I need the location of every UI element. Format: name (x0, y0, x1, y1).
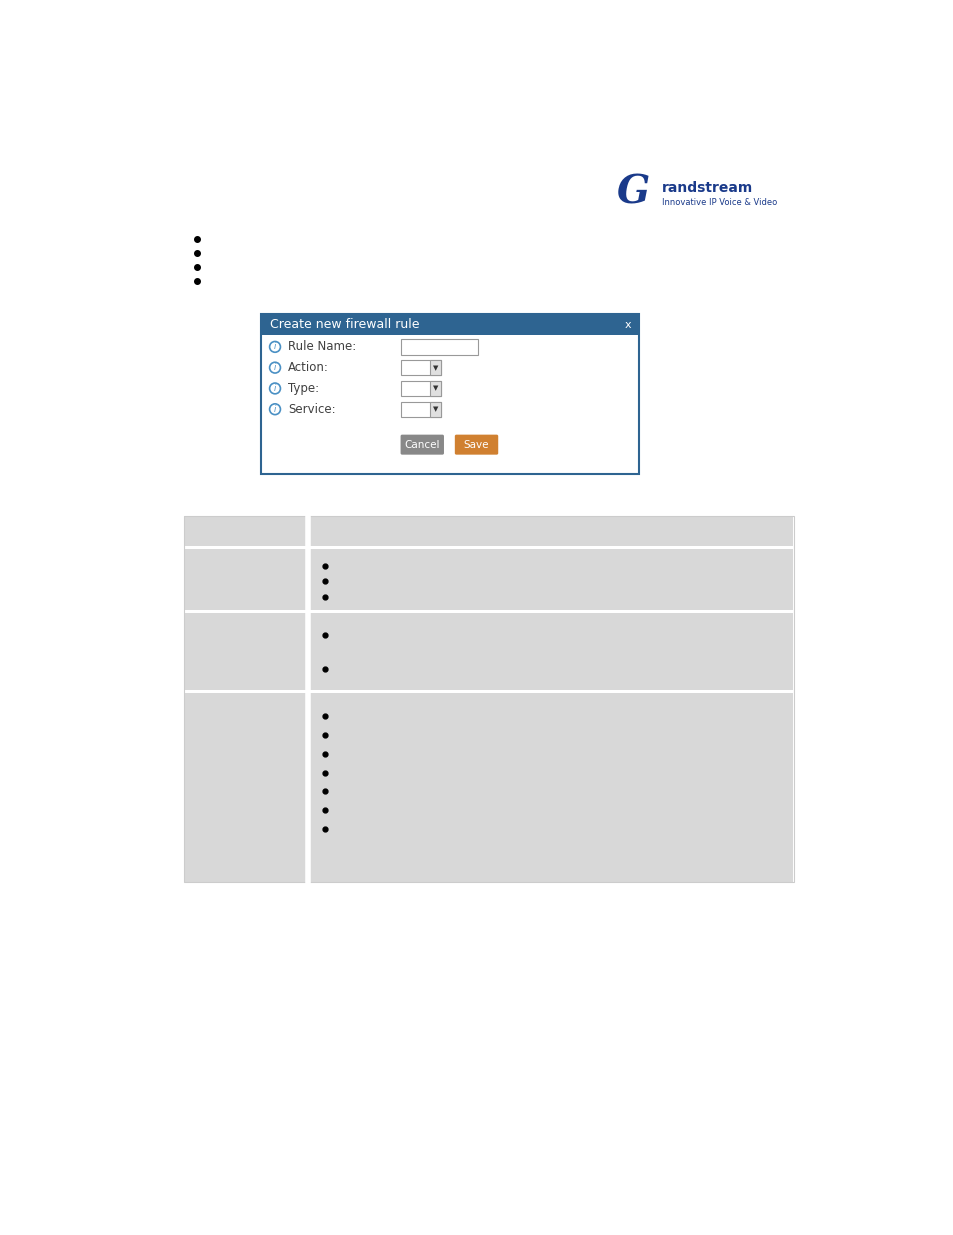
Bar (400, 340, 477, 354)
Bar (261, 314, 639, 474)
Text: Type:: Type: (288, 382, 319, 395)
Bar (430, 359, 440, 375)
Bar (309, 516, 793, 546)
Text: i: i (274, 384, 276, 393)
Text: ▼: ▼ (433, 385, 437, 391)
Text: Rule Name:: Rule Name: (288, 341, 356, 353)
Bar (184, 614, 306, 690)
Bar (309, 548, 793, 610)
Bar (184, 693, 306, 882)
Bar (400, 401, 440, 417)
Bar (261, 314, 639, 336)
Bar (430, 380, 440, 396)
Bar (184, 516, 793, 882)
Bar (400, 359, 440, 375)
Bar (400, 380, 440, 396)
FancyBboxPatch shape (455, 435, 497, 454)
Text: i: i (274, 342, 276, 352)
Text: Save: Save (463, 440, 489, 450)
Text: i: i (274, 363, 276, 372)
Text: randstream: randstream (661, 182, 752, 195)
Text: ▼: ▼ (433, 364, 437, 370)
Bar (184, 548, 306, 610)
Text: Service:: Service: (288, 403, 335, 416)
Text: Cancel: Cancel (404, 440, 439, 450)
Bar (309, 614, 793, 690)
Text: ▼: ▼ (433, 406, 437, 412)
FancyBboxPatch shape (400, 435, 443, 454)
Text: i: i (274, 405, 276, 414)
Text: Innovative IP Voice & Video: Innovative IP Voice & Video (661, 198, 776, 206)
Text: Create new firewall rule: Create new firewall rule (270, 319, 419, 331)
Bar (184, 516, 306, 546)
Bar (430, 401, 440, 417)
Text: x: x (624, 320, 631, 330)
Text: Action:: Action: (288, 361, 329, 374)
Bar (309, 693, 793, 882)
Text: G: G (616, 174, 649, 212)
